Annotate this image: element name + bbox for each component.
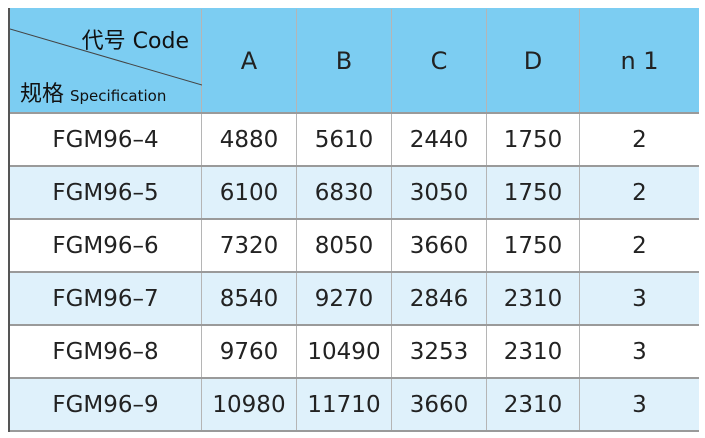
value-cell: 2846 — [392, 273, 487, 324]
value-cell: 3 — [632, 285, 647, 312]
value-cell: 7320 — [202, 220, 297, 271]
diagonal — [10, 28, 202, 86]
value-cell: 1750 — [487, 114, 580, 165]
code-label: 代号 Code — [81, 29, 189, 54]
value-cell: 3050 — [392, 167, 487, 218]
value-cell: 10490 — [297, 326, 392, 377]
value-cell: 4880 — [202, 114, 297, 165]
table-row: FGM96–5 6100 6830 3050 1750 2 — [10, 167, 699, 220]
spec-cn: 规格 — [20, 82, 65, 107]
model-cell: FGM96–5 — [10, 167, 202, 218]
column-header: D — [487, 9, 580, 112]
value-cell: 6100 — [202, 167, 297, 218]
value-cell: 3660 — [392, 220, 487, 271]
value-cell: 3 — [632, 391, 647, 418]
value-cell: 2 — [632, 179, 647, 206]
model-cell: FGM96–6 — [10, 220, 202, 271]
table-row: FGM96–9 10980 11710 3660 2310 3 — [10, 379, 699, 432]
table-row: FGM96–8 9760 10490 3253 2310 3 — [10, 326, 699, 379]
value-cell: 2310 — [487, 326, 580, 377]
value-cell: 3253 — [392, 326, 487, 377]
value-cell: 9760 — [202, 326, 297, 377]
value-cell: 8540 — [202, 273, 297, 324]
model-cell: FGM96–9 — [10, 379, 202, 430]
value-cell: 3 — [632, 338, 647, 365]
value-cell: 2 — [632, 232, 647, 259]
column-header: A — [202, 9, 297, 112]
table-row: FGM96–7 8540 9270 2846 2310 3 — [10, 273, 699, 326]
column-header: n 1 — [620, 46, 659, 75]
model-cell: FGM96–4 — [10, 114, 202, 165]
value-cell: 11710 — [297, 379, 392, 430]
spec-en: Specification — [70, 87, 167, 105]
value-cell: 2 — [632, 126, 647, 153]
model-cell: FGM96–8 — [10, 326, 202, 377]
model-cell: FGM96–7 — [10, 273, 202, 324]
column-header: C — [392, 9, 487, 112]
value-cell: 1750 — [487, 167, 580, 218]
value-cell: 3660 — [392, 379, 487, 430]
value-cell: 9270 — [297, 273, 392, 324]
column-header: B — [297, 9, 392, 112]
value-cell: 10980 — [202, 379, 297, 430]
table-row: FGM96–4 4880 5610 2440 1750 2 — [10, 114, 699, 167]
value-cell: 1750 — [487, 220, 580, 271]
spec-label: 规格 Specification — [20, 76, 166, 108]
value-cell: 6830 — [297, 167, 392, 218]
corner-cell: 代号 Code 规格 Specification — [10, 9, 202, 112]
value-cell: 2310 — [487, 273, 580, 324]
value-cell: 2440 — [392, 114, 487, 165]
table-row: FGM96–6 7320 8050 3660 1750 2 — [10, 220, 699, 273]
value-cell: 2310 — [487, 379, 580, 430]
value-cell: 8050 — [297, 220, 392, 271]
value-cell: 5610 — [297, 114, 392, 165]
